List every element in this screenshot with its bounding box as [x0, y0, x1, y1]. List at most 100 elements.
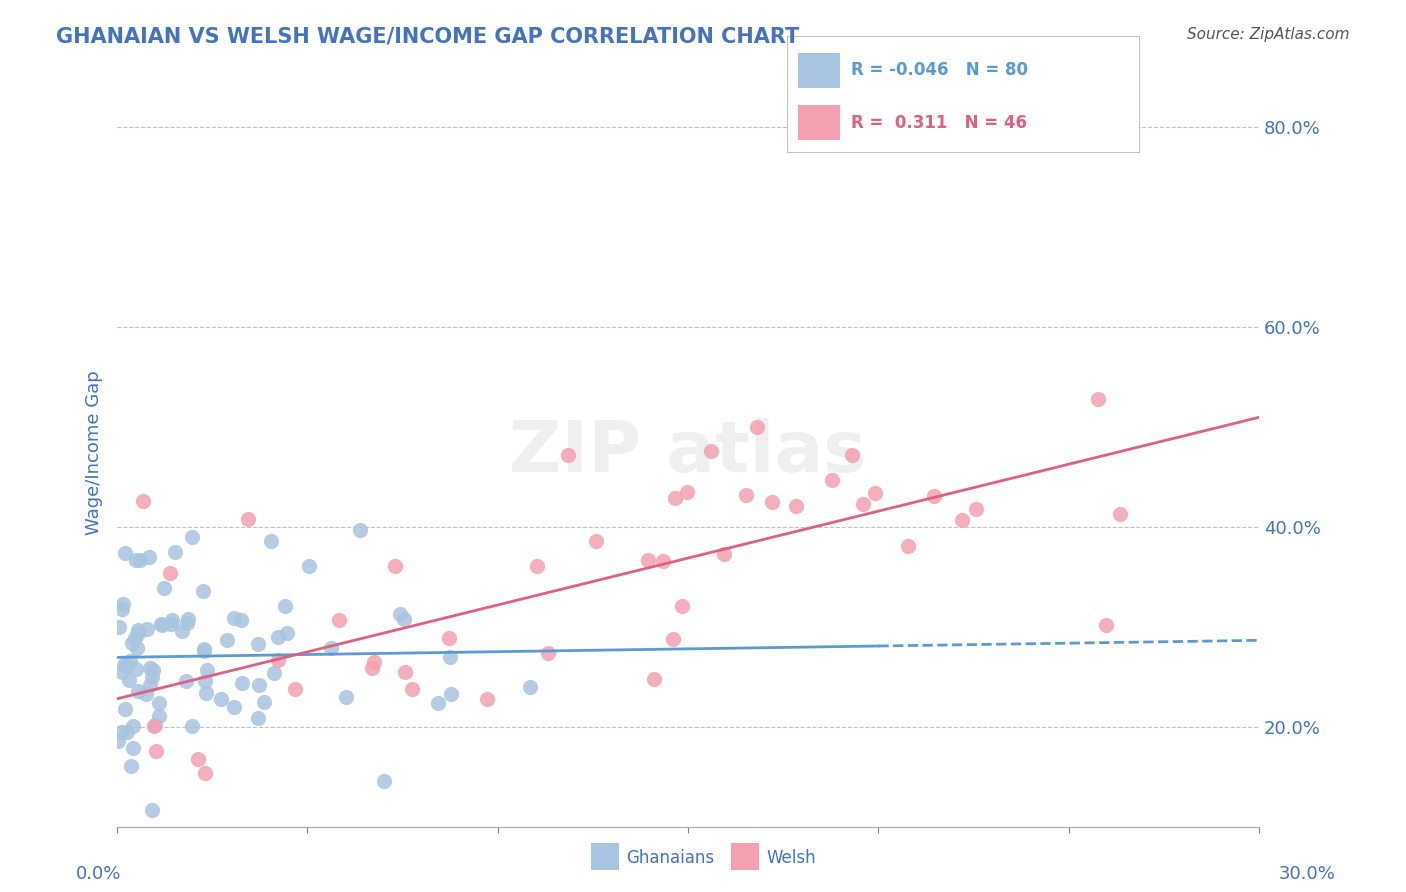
Point [231, 613, 253, 627]
Point [426, 696, 449, 710]
Point [297, 558, 319, 573]
Point [172, 624, 194, 638]
Point [664, 491, 686, 505]
Point [195, 663, 218, 677]
Text: 0.0%: 0.0% [76, 865, 121, 883]
Point [761, 495, 783, 509]
Point [373, 774, 395, 789]
Point [177, 612, 200, 626]
Point [643, 672, 665, 686]
Point [194, 673, 217, 688]
Point [121, 759, 143, 773]
Point [236, 512, 259, 526]
Point [321, 640, 343, 655]
Point [122, 719, 145, 733]
Point [335, 690, 357, 704]
Point [284, 682, 307, 697]
Point [121, 635, 143, 649]
Point [1109, 508, 1132, 522]
Point [392, 612, 415, 626]
Point [276, 626, 298, 640]
Point [142, 663, 165, 677]
Point [439, 687, 461, 701]
Point [585, 533, 607, 548]
Point [193, 644, 215, 658]
Point [193, 642, 215, 657]
Point [148, 709, 170, 723]
Point [363, 656, 385, 670]
Point [477, 692, 499, 706]
Point [734, 487, 756, 501]
Point [841, 448, 863, 462]
Point [110, 665, 132, 680]
Point [135, 687, 157, 701]
Point [148, 697, 170, 711]
Point [713, 547, 735, 561]
Point [143, 718, 166, 732]
Point [132, 494, 155, 508]
Point [139, 678, 162, 692]
Point [115, 725, 138, 739]
Point [108, 620, 131, 634]
Point [821, 473, 844, 487]
Text: R = -0.046   N = 80: R = -0.046 N = 80 [851, 62, 1028, 79]
Point [246, 711, 269, 725]
Point [924, 489, 946, 503]
Point [114, 546, 136, 560]
Point [260, 534, 283, 549]
Point [246, 638, 269, 652]
Point [1095, 618, 1118, 632]
FancyBboxPatch shape [799, 105, 841, 140]
Point [384, 558, 406, 573]
Point [127, 684, 149, 698]
Point [652, 554, 675, 568]
Point [136, 622, 159, 636]
FancyBboxPatch shape [799, 54, 841, 88]
Point [209, 691, 232, 706]
Point [700, 443, 723, 458]
Point [557, 449, 579, 463]
Point [138, 870, 160, 884]
Point [349, 523, 371, 537]
Point [138, 549, 160, 564]
Point [195, 686, 218, 700]
Point [191, 583, 214, 598]
Point [176, 615, 198, 630]
Point [165, 544, 187, 558]
Point [114, 702, 136, 716]
Text: Ghanaians: Ghanaians [626, 849, 714, 867]
Point [852, 497, 875, 511]
Point [252, 695, 274, 709]
Point [519, 680, 541, 694]
Point [952, 513, 974, 527]
Point [676, 485, 699, 500]
Text: Source: ZipAtlas.com: Source: ZipAtlas.com [1187, 27, 1350, 42]
Point [394, 665, 416, 679]
Point [159, 566, 181, 580]
Point [389, 607, 412, 621]
Point [112, 657, 135, 672]
Point [865, 486, 887, 500]
Point [267, 630, 290, 644]
Point [439, 650, 461, 665]
Point [127, 626, 149, 640]
Point [526, 559, 548, 574]
Point [180, 719, 202, 733]
Point [125, 640, 148, 655]
Point [115, 659, 138, 673]
Point [785, 499, 807, 513]
Point [160, 617, 183, 632]
Point [141, 670, 163, 684]
Text: Welsh: Welsh [766, 849, 815, 867]
Point [224, 610, 246, 624]
Point [124, 631, 146, 645]
Text: ZIP atlas: ZIP atlas [509, 417, 866, 487]
Point [187, 752, 209, 766]
Point [127, 623, 149, 637]
Text: GHANAIAN VS WELSH WAGE/INCOME GAP CORRELATION CHART: GHANAIAN VS WELSH WAGE/INCOME GAP CORREL… [56, 27, 800, 46]
Point [537, 646, 560, 660]
Point [231, 676, 253, 690]
Point [122, 740, 145, 755]
Point [263, 665, 285, 680]
Point [1087, 392, 1109, 406]
